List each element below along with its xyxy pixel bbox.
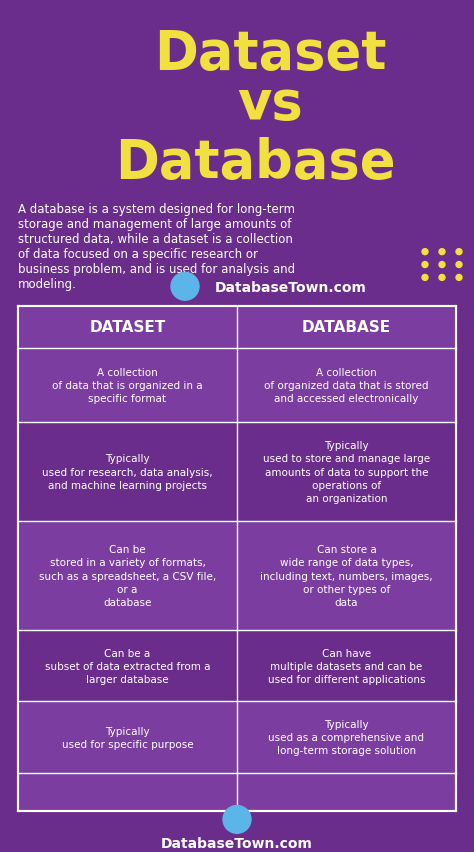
Circle shape: [422, 262, 428, 268]
Circle shape: [456, 262, 462, 268]
Text: Can store a
wide range of data types,
including text, numbers, images,
or other : Can store a wide range of data types, in…: [260, 544, 433, 607]
Text: A database is a system designed for long-term
storage and management of large am: A database is a system designed for long…: [18, 203, 295, 291]
Text: DatabaseTown.com: DatabaseTown.com: [215, 281, 367, 295]
FancyBboxPatch shape: [18, 521, 456, 630]
Text: DATABASE: DATABASE: [302, 320, 391, 335]
Text: A collection
of organized data that is stored
and accessed electronically: A collection of organized data that is s…: [264, 367, 429, 404]
Circle shape: [223, 806, 251, 833]
Circle shape: [422, 250, 428, 256]
Text: Can be a
subset of data extracted from a
larger database: Can be a subset of data extracted from a…: [45, 648, 210, 684]
FancyBboxPatch shape: [18, 307, 456, 811]
FancyBboxPatch shape: [18, 348, 456, 423]
FancyBboxPatch shape: [18, 702, 456, 773]
Circle shape: [439, 250, 445, 256]
Text: DATASET: DATASET: [90, 320, 165, 335]
Text: Dataset: Dataset: [154, 28, 386, 80]
Text: Typically
used as a comprehensive and
long-term storage solution: Typically used as a comprehensive and lo…: [268, 719, 425, 756]
FancyBboxPatch shape: [18, 307, 456, 348]
Circle shape: [439, 262, 445, 268]
Text: vs: vs: [237, 78, 303, 130]
Circle shape: [422, 275, 428, 281]
Text: A collection
of data that is organized in a
specific format: A collection of data that is organized i…: [52, 367, 203, 404]
Text: Can be
stored in a variety of formats,
such as a spreadsheet, a CSV file,
or a
d: Can be stored in a variety of formats, s…: [39, 544, 216, 607]
Text: Typically
used to store and manage large
amounts of data to support the
operatio: Typically used to store and manage large…: [263, 440, 430, 504]
Circle shape: [456, 250, 462, 256]
Circle shape: [456, 275, 462, 281]
Text: Typically
used for specific purpose: Typically used for specific purpose: [62, 726, 193, 749]
FancyBboxPatch shape: [18, 630, 456, 702]
Text: Can have
multiple datasets and can be
used for different applications: Can have multiple datasets and can be us…: [268, 648, 425, 684]
Text: DatabaseTown.com: DatabaseTown.com: [161, 837, 313, 850]
Circle shape: [171, 273, 199, 301]
FancyBboxPatch shape: [18, 423, 456, 521]
Text: Database: Database: [115, 137, 395, 189]
Circle shape: [439, 275, 445, 281]
Text: Typically
used for research, data analysis,
and machine learning projects: Typically used for research, data analys…: [42, 454, 213, 490]
